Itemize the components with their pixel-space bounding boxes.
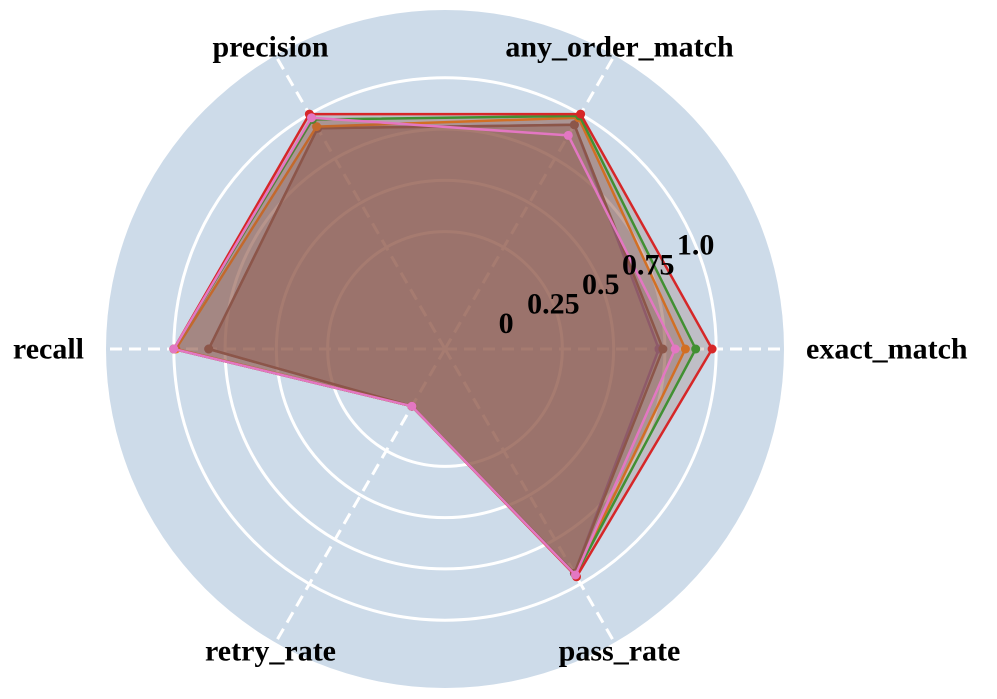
r-tick-label-1: 0.25 [527, 288, 580, 321]
series-5-point-exact_match [670, 344, 680, 354]
series-5-point-pass_rate [571, 570, 580, 580]
axis-label-retry_rate: retry_rate [205, 635, 336, 668]
series-5-point-retry_rate [407, 401, 417, 411]
series-1-point-recall [204, 344, 214, 354]
series-2-point-precision [312, 122, 322, 132]
axis-label-recall: recall [13, 333, 84, 366]
axis-labels: exact_match any_order_match precision recal… [13, 30, 968, 667]
radial-tick-labels: 0 0.250.50.751.0 [499, 229, 715, 341]
series-layer [169, 109, 717, 582]
series-1-point-any_order_match [569, 120, 579, 130]
axis-label-pass_rate: pass_rate [559, 635, 681, 668]
series-4-point-exact_match [707, 344, 717, 354]
r-tick-label-0: 0 [499, 307, 514, 340]
r-tick-label-2: 0.5 [582, 268, 620, 301]
series-5-point-precision [307, 113, 316, 123]
r-tick-label-3: 0.75 [622, 248, 675, 281]
axis-label-any_order_match: any_order_match [505, 30, 734, 63]
series-5-point-recall [169, 344, 179, 354]
series-3-point-exact_match [691, 344, 701, 354]
series-2-point-exact_match [680, 344, 690, 354]
axis-label-exact_match: exact_match [806, 333, 968, 366]
axis-label-precision: precision [212, 30, 328, 63]
series-4-point-any_order_match [576, 109, 586, 119]
series-1-point-exact_match [658, 344, 668, 354]
r-tick-label-4: 1.0 [677, 229, 715, 262]
series-5-point-any_order_match [563, 130, 573, 140]
grid-circle-2 [274, 178, 616, 520]
